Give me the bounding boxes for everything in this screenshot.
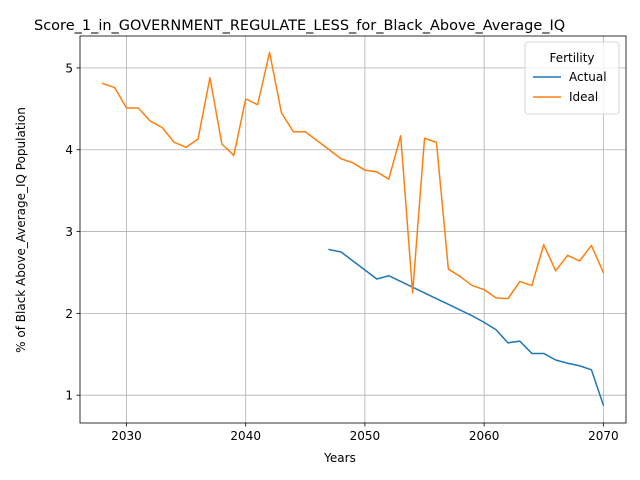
chart-title: Score_1_in_GOVERNMENT_REGULATE_LESS_for_…: [34, 18, 565, 34]
legend-label-actual: Actual: [569, 70, 607, 84]
legend-box: [524, 41, 620, 115]
x-tick-label: 2060: [469, 429, 500, 443]
y-axis-label: % of Black Above_Average_IQ Population: [14, 107, 28, 353]
series-line-actual: [328, 248, 605, 406]
x-tick-label: 2030: [111, 429, 142, 443]
y-tick-label: 5: [65, 61, 73, 75]
x-axis-label: Years: [323, 451, 356, 465]
x-tick-label: 2070: [588, 429, 619, 443]
plot-frame: [79, 35, 627, 424]
legend: Fertility Actual Ideal: [524, 41, 620, 115]
y-tick-label: 4: [65, 143, 73, 157]
ticks: 2030 2040 2050 2060 2070 1 2 3 4 5: [65, 61, 618, 443]
y-tick-label: 3: [65, 225, 73, 239]
y-tick-label: 2: [65, 307, 73, 321]
series-line-ideal: [101, 51, 605, 300]
x-tick-label: 2050: [350, 429, 381, 443]
x-tick-label: 2040: [230, 429, 261, 443]
legend-label-ideal: Ideal: [569, 90, 598, 104]
series-layer: [101, 51, 605, 406]
y-tick-label: 1: [65, 389, 73, 403]
legend-title: Fertility: [549, 51, 594, 65]
